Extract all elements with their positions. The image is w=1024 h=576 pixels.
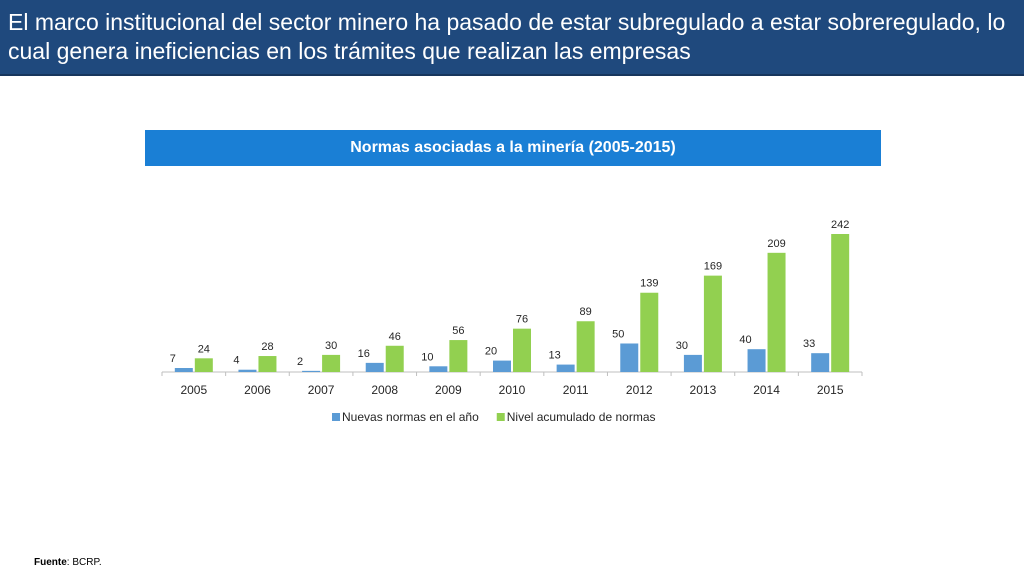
data-label-new: 16 bbox=[358, 348, 370, 360]
data-label-new: 40 bbox=[739, 334, 751, 346]
data-label-cumulative: 89 bbox=[580, 306, 592, 318]
legend-label-new: Nuevas normas en el año bbox=[342, 410, 479, 424]
bar-new bbox=[302, 370, 321, 372]
bar-cumulative bbox=[322, 354, 341, 372]
bar-cumulative bbox=[831, 234, 850, 372]
x-tick-label: 2009 bbox=[435, 383, 462, 397]
bar-new bbox=[811, 353, 830, 372]
bar-new bbox=[556, 364, 575, 372]
chart-title: Normas asociadas a la minería (2005-2015… bbox=[350, 139, 676, 156]
x-tick-label: 2011 bbox=[563, 383, 589, 397]
bar-cumulative bbox=[385, 345, 404, 372]
bar-new bbox=[683, 354, 702, 372]
data-label-cumulative: 28 bbox=[261, 341, 273, 353]
data-label-new: 20 bbox=[485, 346, 497, 358]
data-label-new: 4 bbox=[233, 355, 239, 367]
legend-swatch-cumulative bbox=[496, 413, 505, 421]
bar-new bbox=[365, 362, 384, 372]
slide-header: El marco institucional del sector minero… bbox=[0, 0, 1024, 76]
bar-cumulative bbox=[703, 275, 722, 372]
data-label-cumulative: 242 bbox=[831, 219, 849, 231]
data-label-new: 13 bbox=[549, 350, 561, 362]
bar-cumulative bbox=[513, 328, 531, 372]
data-label-cumulative: 169 bbox=[704, 261, 722, 273]
legend-label-cumulative: Nivel acumulado de normas bbox=[507, 410, 656, 424]
bar-cumulative bbox=[194, 358, 213, 372]
bar-chart: 7 24 2005 4 28 2006 2 30 2007 16 46 2008 10 56 2009 20 7… bbox=[161, 219, 863, 424]
slide-title: El marco institucional del sector minero… bbox=[8, 9, 1006, 64]
data-label-new: 7 bbox=[170, 353, 176, 365]
x-tick-label: 2015 bbox=[817, 383, 844, 397]
data-label-new: 10 bbox=[421, 351, 433, 363]
data-label-cumulative: 30 bbox=[325, 340, 337, 352]
bar-new bbox=[747, 349, 766, 372]
data-label-new: 33 bbox=[803, 338, 815, 350]
data-label-cumulative: 46 bbox=[389, 331, 401, 343]
bar-new bbox=[174, 368, 193, 372]
bar-new bbox=[429, 366, 448, 372]
x-tick-label: 2014 bbox=[753, 383, 780, 397]
source-text: : BCRP. bbox=[66, 557, 102, 568]
source-note: Fuente: BCRP. bbox=[34, 557, 102, 568]
bar-cumulative bbox=[767, 252, 786, 372]
x-tick-label: 2005 bbox=[180, 383, 207, 397]
bar-cumulative bbox=[258, 356, 277, 372]
x-tick-label: 2008 bbox=[371, 383, 398, 397]
chart-title-bar: Normas asociadas a la minería (2005-2015… bbox=[145, 130, 881, 166]
source-label: Fuente bbox=[34, 557, 67, 568]
x-tick-label: 2006 bbox=[244, 383, 271, 397]
x-tick-label: 2012 bbox=[626, 383, 653, 397]
bar-cumulative bbox=[640, 292, 659, 372]
data-label-cumulative: 56 bbox=[452, 325, 464, 337]
data-label-cumulative: 209 bbox=[767, 238, 785, 250]
x-tick-label: 2013 bbox=[690, 383, 717, 397]
data-label-new: 2 bbox=[297, 356, 303, 368]
data-label-cumulative: 139 bbox=[640, 278, 658, 290]
legend-swatch-new bbox=[332, 413, 340, 421]
bar-new bbox=[620, 343, 639, 372]
data-label-new: 30 bbox=[676, 340, 688, 352]
bar-new bbox=[493, 360, 511, 372]
data-label-cumulative: 24 bbox=[198, 343, 210, 355]
bar-cumulative bbox=[576, 321, 595, 372]
x-tick-label: 2010 bbox=[499, 383, 526, 397]
data-label-cumulative: 76 bbox=[516, 314, 528, 326]
data-label-new: 50 bbox=[612, 328, 624, 340]
bar-new bbox=[238, 369, 257, 372]
bar-cumulative bbox=[449, 340, 468, 372]
x-tick-label: 2007 bbox=[308, 383, 335, 397]
